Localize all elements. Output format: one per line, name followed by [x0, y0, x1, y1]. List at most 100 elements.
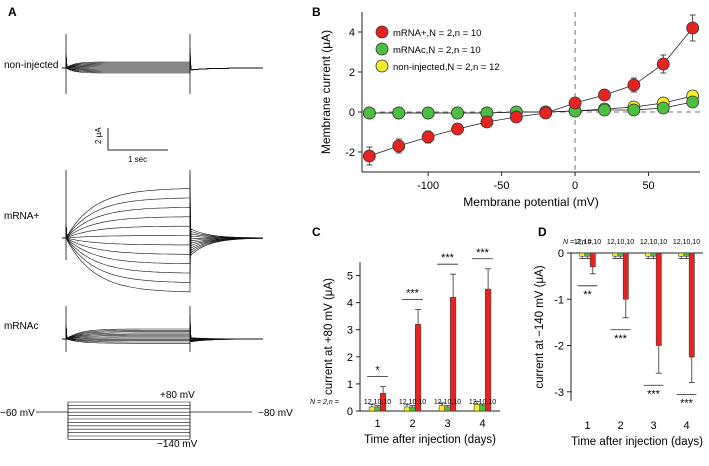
data-point	[362, 149, 376, 163]
trace-mrna-plus	[62, 173, 264, 257]
trace-mrna-plus	[62, 223, 263, 255]
significance-marker: ***	[614, 333, 628, 345]
x-tick-label: 3	[444, 418, 450, 430]
n-value: 12,10,10	[640, 239, 667, 246]
voltage-protocol: −60 mV +80 mV −140 mV −80 mV	[0, 390, 293, 450]
trace-mrnac	[62, 318, 263, 341]
bar	[368, 406, 375, 412]
data-point	[362, 106, 376, 120]
data-point	[392, 106, 406, 120]
bar	[409, 406, 416, 412]
y-tick-label: 0	[558, 248, 564, 260]
y-tick-label: -2	[554, 341, 564, 353]
trace-mrna-plus	[62, 202, 263, 249]
data-point	[598, 88, 611, 102]
bar	[645, 252, 652, 257]
data-point	[421, 106, 435, 120]
trace-non-injected	[62, 53, 263, 74]
n-value: 12,10,10	[574, 239, 601, 246]
bar	[479, 405, 486, 412]
panel-b-label: B	[312, 5, 321, 19]
bar	[584, 252, 591, 257]
trace-mrna-plus	[62, 192, 264, 252]
legend-marker	[375, 25, 389, 39]
x-tick-label: 1	[374, 418, 380, 430]
x-tick-label: 0	[572, 180, 578, 192]
data-point	[686, 95, 700, 109]
panel-a-label: A	[8, 5, 17, 19]
x-axis-title: Time after injection (days)	[571, 436, 703, 448]
trace-mrna-plus	[62, 223, 263, 246]
n-value: 12,10,10	[364, 399, 391, 406]
trace-mrna-plus	[62, 183, 263, 254]
y-tick-label: 5	[347, 271, 353, 283]
legend-label: mRNA+,N = 2,n = 10	[393, 28, 481, 39]
x-tick-label: 3	[650, 420, 656, 432]
panel-a: A non-injected mRNA+ mRNAc 2 μA 1 sec −6…	[0, 5, 293, 450]
legend-label: mRNAc,N = 2,n = 10	[393, 45, 481, 56]
n-value: 12,10,10	[607, 239, 634, 246]
data-point	[539, 106, 553, 120]
scale-bar-current: 2 μA	[94, 127, 103, 144]
y-tick-label: 0	[349, 107, 355, 119]
series-line	[369, 95, 693, 114]
y-tick-label: 4	[347, 298, 353, 310]
x-tick-label: 2	[617, 420, 623, 432]
bar	[374, 406, 381, 412]
data-point	[451, 106, 464, 120]
x-tick-label: -50	[494, 180, 510, 192]
y-tick-label: 1	[347, 379, 353, 391]
panel-c-label: C	[312, 225, 321, 239]
y-tick-label: 4	[349, 27, 355, 39]
scale-bar: 2 μA 1 sec	[94, 127, 168, 164]
data-point	[568, 96, 582, 110]
protocol-tail-label: −80 mV	[258, 408, 293, 419]
panel-d-label: D	[538, 225, 547, 239]
y-tick-label: -3	[554, 387, 564, 399]
x-tick-label: 50	[642, 180, 654, 192]
trace-label-mrna-plus: mRNA+	[4, 211, 39, 222]
panel-c-bar-chart: C 0 1 2 3 4 5 * 12,10,10 1 *** 12,10,10 2 *** 12,10,1…	[310, 225, 500, 446]
trace-mrnac	[62, 322, 263, 340]
x-tick-label: 1	[584, 420, 590, 432]
data-point	[480, 115, 494, 129]
y-axis-title: current at −140 mV (μA)	[534, 265, 546, 388]
bar	[438, 405, 445, 412]
data-point	[392, 139, 406, 153]
trace-mrna-plus	[62, 223, 263, 274]
y-tick-label: 2	[349, 67, 355, 79]
protocol-bottom-label: −140 mV	[157, 439, 198, 450]
trace-mrna-plus	[62, 223, 263, 293]
x-tick-label: 4	[479, 418, 485, 430]
trace-mrnac	[62, 317, 263, 342]
data-point	[686, 21, 700, 35]
y-tick-label: -1	[554, 294, 564, 306]
data-point	[451, 122, 464, 136]
bar	[688, 252, 695, 358]
significance-marker: ***	[647, 388, 661, 400]
data-point	[656, 57, 670, 71]
y-tick-label: 0	[347, 406, 353, 418]
trace-mrna-plus	[62, 211, 264, 247]
trace-mrna-plus	[62, 223, 263, 264]
trace-non-injected	[62, 52, 263, 71]
y-axis-title: Membrane current (μA)	[319, 30, 333, 154]
bar	[617, 252, 624, 257]
bar	[579, 252, 586, 257]
data-point	[627, 78, 641, 92]
significance-marker: *	[375, 365, 380, 377]
legend-marker	[375, 59, 389, 73]
bar	[622, 252, 629, 300]
x-axis-title: Time after injection (days)	[364, 434, 496, 446]
trace-mrnac	[62, 324, 263, 344]
significance-marker: ***	[441, 252, 455, 264]
bar	[589, 252, 596, 268]
bar	[444, 406, 451, 412]
n-value: 12,10,10	[434, 399, 461, 406]
significance-marker: ***	[476, 247, 490, 259]
n-value: 12,10,10	[673, 239, 700, 246]
protocol-top-label: +80 mV	[160, 390, 195, 401]
legend-marker	[375, 42, 389, 56]
n-label: N = 2,n =	[310, 399, 339, 406]
bar	[403, 406, 410, 412]
